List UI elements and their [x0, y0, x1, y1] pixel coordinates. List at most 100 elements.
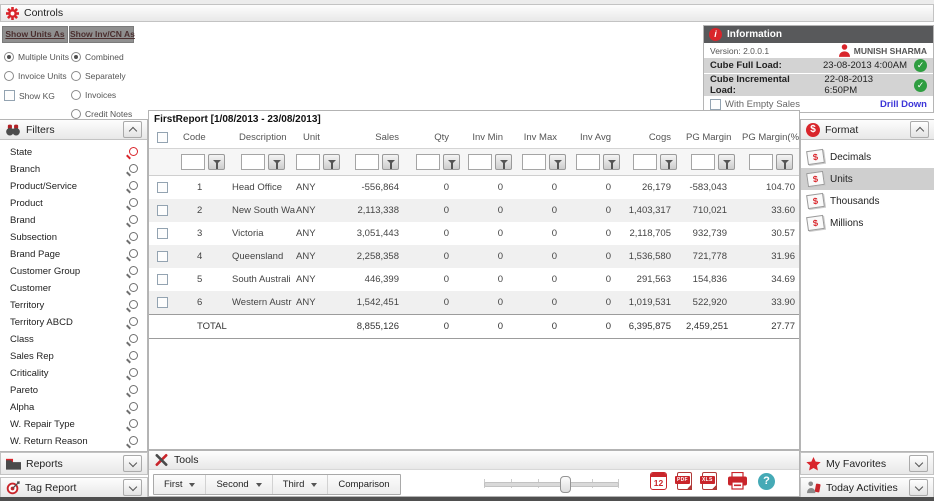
- search-icon[interactable]: [126, 299, 139, 312]
- filter-item-territory[interactable]: Territory: [0, 297, 147, 314]
- today-activities-panel-header[interactable]: Today Activities: [800, 477, 934, 498]
- drill-down-link[interactable]: Drill Down: [880, 99, 927, 110]
- search-icon[interactable]: [126, 231, 139, 244]
- column-header-unit[interactable]: Unit: [303, 132, 320, 143]
- search-icon[interactable]: [126, 401, 139, 414]
- search-icon[interactable]: [126, 367, 139, 380]
- inv-min-filter-button[interactable]: [495, 154, 512, 170]
- row-checkbox[interactable]: [156, 251, 168, 262]
- table-row[interactable]: 3 Victoria ANY 3,051,443 0 0 0 0 2,118,705 932,73…: [149, 222, 799, 245]
- calendar-icon[interactable]: 12: [650, 472, 667, 490]
- filter-item-subsection[interactable]: Subsection: [0, 229, 147, 246]
- row-checkbox[interactable]: [156, 274, 168, 285]
- table-row[interactable]: 1 Head Office ANY -556,864 0 0 0 0 26,179 -583,04…: [149, 176, 799, 200]
- filter-item-state[interactable]: State: [0, 144, 147, 161]
- filter-item-branch[interactable]: Branch: [0, 161, 147, 178]
- sales-filter-input[interactable]: [355, 154, 379, 170]
- xls-export-icon[interactable]: XLS: [700, 472, 717, 490]
- unit-filter-button[interactable]: [323, 154, 340, 170]
- tag-report-panel-header[interactable]: Tag Report: [0, 477, 148, 498]
- code-filter-button[interactable]: [208, 154, 225, 170]
- search-icon[interactable]: [126, 197, 139, 210]
- pg-margin-filter-button[interactable]: [718, 154, 735, 170]
- filter-item-criticality[interactable]: Criticality: [0, 365, 147, 382]
- search-icon[interactable]: [126, 435, 139, 448]
- filter-item-brand[interactable]: Brand: [0, 212, 147, 229]
- search-icon[interactable]: [126, 282, 139, 295]
- search-icon[interactable]: [126, 248, 139, 261]
- slider-track[interactable]: [484, 482, 619, 487]
- inv-max-filter-input[interactable]: [522, 154, 546, 170]
- table-row[interactable]: 6 Western Austr ANY 1,542,451 0 0 0 0 1,019,531 5…: [149, 291, 799, 315]
- print-icon[interactable]: [727, 472, 748, 490]
- filter-item-product-service[interactable]: Product/Service: [0, 178, 147, 195]
- filter-item-product[interactable]: Product: [0, 195, 147, 212]
- filter-item-brand-page[interactable]: Brand Page: [0, 246, 147, 263]
- column-header-qty[interactable]: Qty: [434, 132, 449, 143]
- filter-item-class[interactable]: Class: [0, 331, 147, 348]
- radio-icon[interactable]: [4, 52, 14, 62]
- tab-third[interactable]: Third: [273, 475, 329, 494]
- with-empty-sales-checkbox[interactable]: [710, 99, 721, 110]
- pdf-export-icon[interactable]: PDF: [675, 472, 692, 490]
- radio-icon[interactable]: [4, 71, 14, 81]
- search-icon[interactable]: [126, 316, 139, 329]
- column-header-pg-margin-pct[interactable]: PG Margin(%): [742, 132, 800, 143]
- column-header-inv-min[interactable]: Inv Min: [472, 132, 503, 143]
- checkbox-icon[interactable]: [4, 90, 15, 101]
- radio-icon[interactable]: [71, 90, 81, 100]
- code-filter-input[interactable]: [181, 154, 205, 170]
- table-row[interactable]: 5 South Australi ANY 446,399 0 0 0 0 291,563 154,…: [149, 268, 799, 291]
- search-icon[interactable]: [126, 180, 139, 193]
- my-favorites-expand-button[interactable]: [909, 455, 928, 472]
- filters-collapse-button[interactable]: [123, 121, 142, 138]
- select-all-checkbox[interactable]: [156, 132, 168, 143]
- filter-item-alpha[interactable]: Alpha: [0, 399, 147, 416]
- format-item-units[interactable]: $ Units: [801, 168, 934, 190]
- cogs-filter-button[interactable]: [660, 154, 677, 170]
- table-row[interactable]: 4 Queensland ANY 2,258,358 0 0 0 0 1,536,580 721,…: [149, 245, 799, 268]
- description-filter-button[interactable]: [268, 154, 285, 170]
- description-filter-input[interactable]: [241, 154, 265, 170]
- unit-filter-input[interactable]: [296, 154, 320, 170]
- help-icon[interactable]: ?: [758, 472, 775, 490]
- search-icon[interactable]: [126, 265, 139, 278]
- tab-first[interactable]: First: [154, 475, 207, 494]
- pg-margin-pct-filter-button[interactable]: [776, 154, 793, 170]
- column-header-sales[interactable]: Sales: [375, 132, 399, 143]
- sales-filter-button[interactable]: [382, 154, 399, 170]
- tab-second[interactable]: Second: [206, 475, 273, 494]
- format-item-thousands[interactable]: $ Thousands: [801, 190, 934, 212]
- filter-item-w-repair-type[interactable]: W. Repair Type: [0, 416, 147, 433]
- column-header-cogs[interactable]: Cogs: [648, 132, 671, 143]
- filter-item-customer-group[interactable]: Customer Group: [0, 263, 147, 280]
- inv-avg-filter-input[interactable]: [576, 154, 600, 170]
- row-checkbox[interactable]: [156, 205, 168, 216]
- row-checkbox[interactable]: [156, 297, 168, 308]
- inv-max-filter-button[interactable]: [549, 154, 566, 170]
- radio-icon[interactable]: [71, 71, 81, 81]
- search-icon[interactable]: [126, 163, 139, 176]
- radio-multiple-units[interactable]: Multiple Units: [4, 52, 69, 62]
- qty-filter-button[interactable]: [443, 154, 460, 170]
- tag-report-expand-button[interactable]: [123, 479, 142, 496]
- column-header-inv-max[interactable]: Inv Max: [523, 132, 557, 143]
- radio-icon[interactable]: [71, 52, 81, 62]
- radio-invoices[interactable]: Invoices: [71, 90, 134, 100]
- row-checkbox[interactable]: [156, 182, 168, 193]
- pg-margin-pct-filter-input[interactable]: [749, 154, 773, 170]
- inv-avg-filter-button[interactable]: [603, 154, 620, 170]
- search-icon[interactable]: [126, 418, 139, 431]
- reports-expand-button[interactable]: [123, 455, 142, 472]
- zoom-slider[interactable]: [484, 475, 619, 493]
- show-kg-checkbox[interactable]: Show KG: [4, 90, 68, 101]
- cogs-filter-input[interactable]: [633, 154, 657, 170]
- column-header-code[interactable]: Code: [183, 132, 206, 143]
- tab-comparison[interactable]: Comparison: [338, 479, 390, 490]
- inv-min-filter-input[interactable]: [468, 154, 492, 170]
- search-icon[interactable]: [126, 350, 139, 363]
- filter-item-w-return-reason[interactable]: W. Return Reason: [0, 433, 147, 450]
- format-collapse-button[interactable]: [910, 121, 929, 138]
- row-checkbox[interactable]: [156, 228, 168, 239]
- today-activities-expand-button[interactable]: [909, 479, 928, 496]
